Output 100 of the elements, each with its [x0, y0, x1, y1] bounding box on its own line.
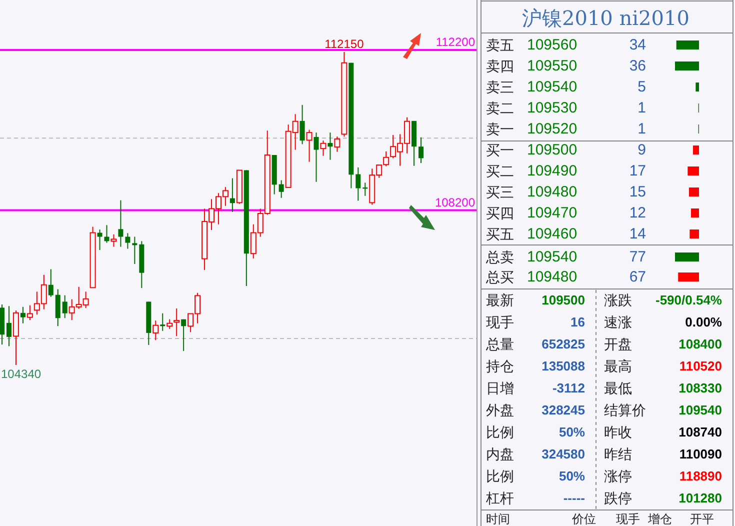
- candlestick: [356, 166, 361, 202]
- data-label: 9: [638, 142, 646, 158]
- text: 时间: [486, 512, 510, 526]
- bar: [689, 188, 699, 196]
- bar: [676, 40, 699, 50]
- y-tick-label: 买二: [486, 163, 514, 179]
- text: 109480: [527, 184, 578, 200]
- text: 109500: [527, 142, 578, 158]
- data-label: 1: [638, 100, 646, 116]
- candlestick: [278, 180, 284, 198]
- text: 109540: [527, 78, 578, 96]
- bar: [693, 146, 699, 154]
- data-label: 17: [629, 162, 646, 180]
- text: 现手: [486, 314, 514, 330]
- text: 109470: [527, 204, 578, 222]
- text: -----: [563, 490, 585, 506]
- data-label: 36: [629, 58, 646, 74]
- bar: [690, 230, 699, 238]
- text: 涨停: [604, 468, 632, 484]
- text: 持仓: [486, 358, 514, 374]
- candlestick: [314, 132, 319, 182]
- text: 109480: [527, 268, 578, 286]
- text: 109500: [542, 292, 585, 308]
- text: 最高: [604, 358, 632, 374]
- text: 最低: [604, 380, 632, 396]
- y-tick-label: 卖一: [486, 121, 514, 137]
- text: 109540: [678, 402, 722, 418]
- candlestick: [181, 318, 186, 352]
- text: 现手: [616, 512, 640, 526]
- y-tick-label: 买五: [486, 226, 514, 242]
- data-label: 67: [629, 268, 646, 286]
- candlestick: [152, 320, 159, 341]
- text: 杠杆: [485, 490, 514, 506]
- text: 110090: [679, 446, 722, 462]
- y-tick-label: 买四: [486, 205, 514, 221]
- candlestick: [26, 304, 33, 321]
- bar: [688, 166, 699, 176]
- text: 增仓: [647, 512, 672, 526]
- candlestick: [48, 268, 54, 298]
- ref-line-label: 112200: [436, 34, 476, 49]
- text: 109520: [527, 120, 578, 138]
- text: 109560: [527, 36, 578, 54]
- bar: [675, 62, 699, 70]
- y-tick-label: 总买: [485, 269, 514, 285]
- text: 比例: [486, 468, 514, 484]
- text: 50%: [558, 424, 586, 440]
- candlestick: [328, 132, 333, 160]
- candlestick: [418, 136, 424, 164]
- candlestick: [160, 312, 166, 332]
- candlestick: [62, 294, 68, 319]
- data-label: 12: [629, 204, 646, 222]
- candlestick: [97, 229, 102, 250]
- candlestick: [306, 129, 312, 162]
- text: 109540: [527, 248, 578, 266]
- text: 101280: [678, 490, 722, 506]
- text: 外盘: [486, 402, 514, 418]
- annotation: 112150: [324, 37, 364, 51]
- text: 328245: [542, 402, 585, 418]
- ref-line-label: 108200: [434, 195, 476, 210]
- text: 109550: [527, 58, 578, 74]
- text: 昨结: [604, 446, 632, 462]
- y-tick-label: 买一: [486, 142, 514, 158]
- text: 比例: [486, 424, 514, 440]
- text: 118890: [679, 468, 722, 484]
- candlestick: [334, 136, 340, 152]
- text: 109460: [527, 226, 578, 242]
- candlestick: [300, 104, 305, 145]
- candlestick: [166, 318, 173, 330]
- text: 日增: [486, 380, 514, 396]
- text: 涨跌: [604, 292, 632, 308]
- candlestick: [110, 234, 117, 248]
- text: 开盘: [604, 336, 632, 352]
- candlestick: [55, 288, 60, 327]
- text: 110520: [679, 358, 722, 374]
- data-label: 34: [629, 36, 646, 54]
- candlestick: [6, 306, 12, 347]
- text: 108400: [678, 336, 722, 352]
- text: 内盘: [486, 446, 514, 462]
- y-tick-label: 总卖: [485, 249, 514, 265]
- text: 总量: [485, 336, 514, 352]
- data-label: 77: [629, 248, 646, 266]
- data-label: 14: [629, 226, 646, 242]
- text: 108330: [678, 380, 722, 396]
- text: 开平: [690, 512, 714, 526]
- text: 109530: [527, 100, 578, 116]
- bar: [691, 208, 699, 218]
- y-tick-label: 卖五: [486, 37, 514, 53]
- text: 结算价: [604, 402, 646, 418]
- text: 速涨: [604, 314, 632, 330]
- data-label: 1: [638, 120, 646, 138]
- y-tick-label: 卖四: [486, 58, 514, 74]
- text: 108740: [678, 424, 722, 440]
- text: 跌停: [604, 490, 632, 506]
- text: 652825: [542, 336, 585, 352]
- text: 昨收: [604, 424, 632, 440]
- candlestick: [118, 200, 124, 248]
- candlestick: [12, 310, 19, 366]
- candlestick: [174, 308, 180, 337]
- bar: [696, 82, 699, 92]
- candlestick: [320, 140, 326, 156]
